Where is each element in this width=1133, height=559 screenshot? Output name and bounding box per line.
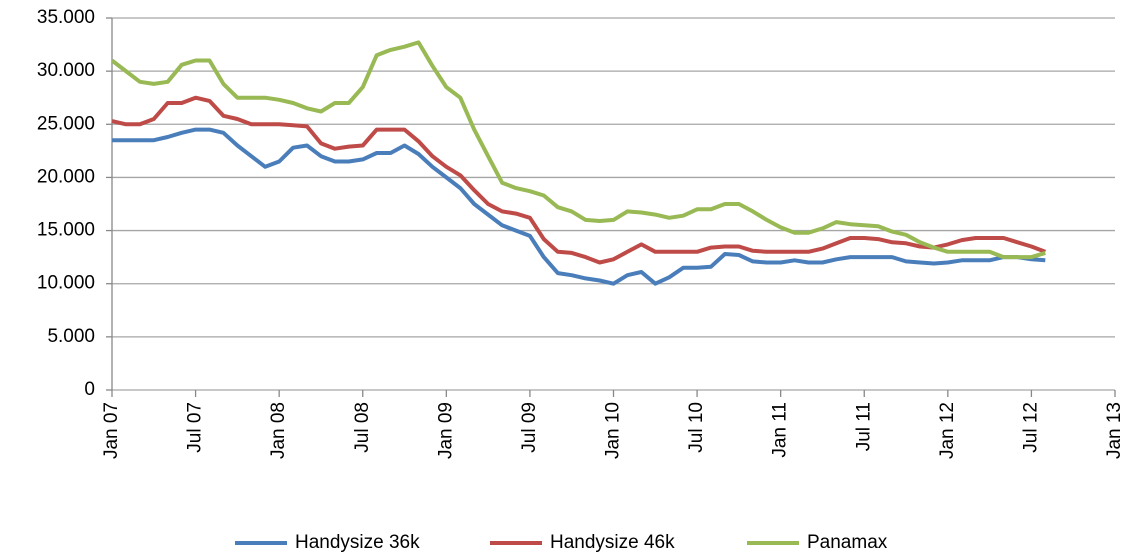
x-tick-label: Jan 12 xyxy=(937,402,958,459)
x-tick-label: Jan 10 xyxy=(603,402,624,459)
x-tick-label: Jul 08 xyxy=(352,402,373,453)
y-tick-label: 0 xyxy=(84,379,95,400)
series-line xyxy=(110,40,1046,260)
y-tick-label: 5.000 xyxy=(47,326,95,347)
series-line xyxy=(111,95,1047,265)
y-tick-label: 10.000 xyxy=(37,273,95,294)
x-tick-label: Jul 12 xyxy=(1020,402,1041,453)
y-tick-label: 30.000 xyxy=(37,60,95,81)
legend-label: Panamax xyxy=(807,532,888,553)
x-tick-label: Jul 10 xyxy=(686,402,707,453)
legend-label: Handysize 36k xyxy=(295,532,420,553)
y-tick-label: 35.000 xyxy=(37,7,95,28)
x-tick-label: Jul 07 xyxy=(185,402,206,453)
y-tick-label: 25.000 xyxy=(37,113,95,134)
x-tick-label: Jan 07 xyxy=(101,402,122,459)
y-tick-label: 20.000 xyxy=(37,166,95,187)
x-tick-label: Jul 11 xyxy=(853,402,874,451)
x-tick-label: Jan 11 xyxy=(770,402,791,458)
legend-label: Handysize 46k xyxy=(550,532,675,553)
x-tick-label: Jan 08 xyxy=(268,402,289,459)
x-tick-label: Jan 13 xyxy=(1104,402,1125,459)
x-tick-label: Jan 09 xyxy=(435,402,456,459)
series-line xyxy=(112,127,1046,286)
x-tick-label: Jul 09 xyxy=(519,402,540,453)
y-tick-label: 15.000 xyxy=(37,220,95,241)
